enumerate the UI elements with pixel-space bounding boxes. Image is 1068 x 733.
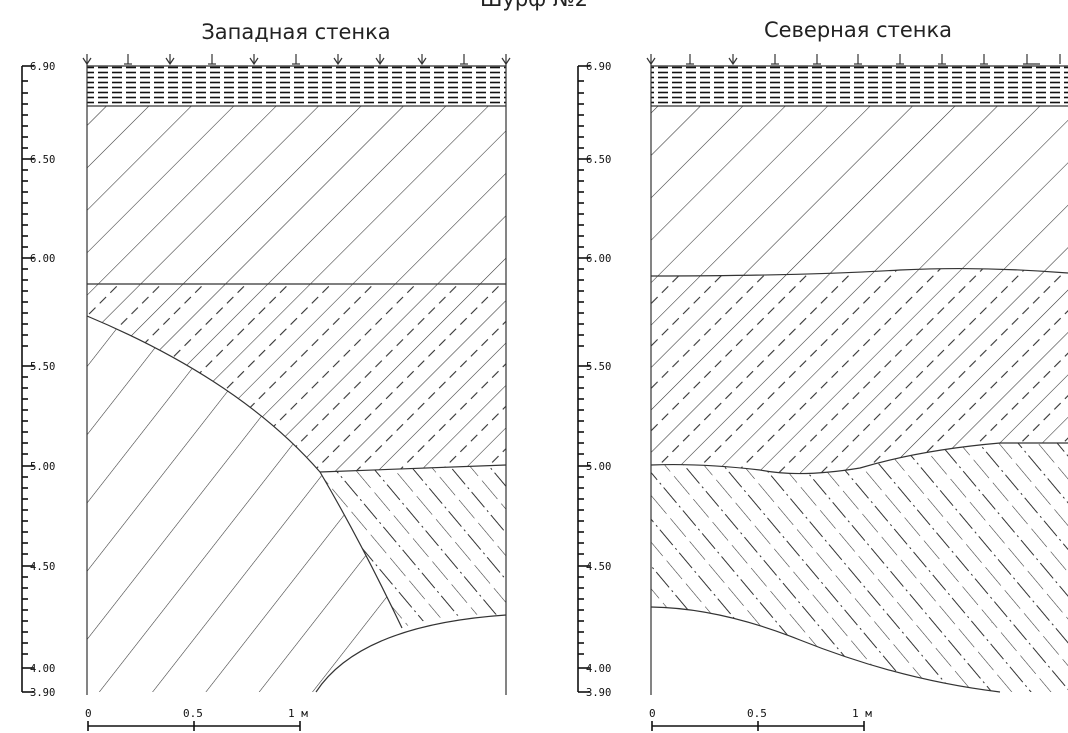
west-depth-label: 3.90 <box>30 687 55 699</box>
west-scale-label: 0.5 <box>183 707 203 720</box>
west-layer-loam <box>87 106 506 284</box>
north-depth-label: 4.50 <box>586 561 611 573</box>
north-surface-arrows <box>646 54 1061 66</box>
west-scale-label: 1 м <box>288 707 308 720</box>
west-layer-sandy-loam <box>87 284 506 472</box>
north-depth-labels: 6.90 6.50 6.00 5.50 5.00 4.50 4.00 3.90 <box>586 61 611 699</box>
north-depth-scale <box>577 65 590 693</box>
north-depth-label: 6.50 <box>586 154 611 166</box>
west-layer-clay <box>87 316 402 692</box>
north-depth-label: 5.00 <box>586 461 611 473</box>
north-wall-title: Северная стенка <box>764 18 952 42</box>
west-wall-profile: Западная стенка <box>21 20 511 731</box>
west-layer-topsoil <box>87 66 506 106</box>
north-scale-bar: 0 0.5 1 м <box>649 707 872 731</box>
west-depth-scale <box>21 65 34 693</box>
west-depth-label: 5.50 <box>30 361 55 373</box>
west-depth-label: 6.50 <box>30 154 55 166</box>
north-depth-label: 5.50 <box>586 361 611 373</box>
north-depth-label: 6.00 <box>586 253 611 265</box>
west-scale-label: 0 <box>85 707 92 720</box>
north-scale-label: 0.5 <box>747 707 767 720</box>
north-layer-topsoil <box>651 66 1068 106</box>
page-title: Шурф №2 <box>480 0 588 11</box>
west-depth-label: 6.90 <box>30 61 55 73</box>
north-depth-label: 4.00 <box>586 663 611 675</box>
north-depth-label: 3.90 <box>586 687 611 699</box>
west-depth-label: 4.50 <box>30 561 55 573</box>
west-depth-label: 4.00 <box>30 663 55 675</box>
west-layer-sand <box>320 465 506 628</box>
north-scale-label: 0 <box>649 707 656 720</box>
north-layer-sand <box>651 443 1068 692</box>
north-boundaries <box>650 62 1068 695</box>
north-layer-loam <box>651 106 1068 276</box>
north-wall-profile: Северная стенка <box>577 18 1068 731</box>
west-wall-title: Западная стенка <box>201 20 390 44</box>
north-scale-label: 1 м <box>852 707 872 720</box>
west-boundaries <box>86 62 507 695</box>
west-scale-bar: 0 0.5 1 м <box>85 707 308 731</box>
west-depth-labels: 6.90 6.50 6.00 5.50 5.00 4.50 4.00 3.90 <box>30 61 55 699</box>
west-depth-label: 6.00 <box>30 253 55 265</box>
north-depth-label: 6.90 <box>586 61 611 73</box>
north-layer-sandy-loam <box>651 268 1068 474</box>
west-depth-label: 5.00 <box>30 461 55 473</box>
west-surface-arrows <box>82 54 511 66</box>
